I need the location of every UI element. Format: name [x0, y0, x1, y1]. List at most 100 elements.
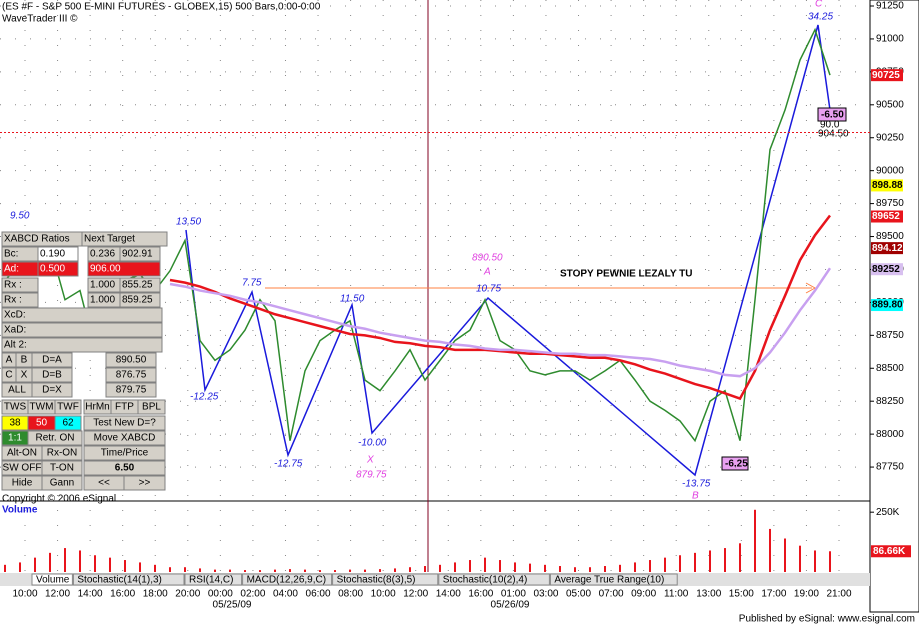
- tab-label[interactable]: Average True Range(10): [554, 575, 664, 586]
- tab[interactable]: [31, 573, 73, 586]
- panel-button[interactable]: [41, 460, 83, 476]
- tab[interactable]: [72, 573, 185, 586]
- panel-cell: [81, 231, 168, 247]
- price-box-label: 90725: [872, 70, 900, 81]
- panel-button[interactable]: [105, 382, 157, 398]
- panel-button[interactable]: [41, 475, 83, 491]
- panel-button[interactable]: [31, 367, 73, 383]
- panel-button-label[interactable]: SW OFF: [3, 463, 42, 474]
- panel-button-label[interactable]: Retr. ON: [36, 433, 75, 444]
- price-box: [871, 69, 903, 82]
- panel-button-label[interactable]: 38: [9, 418, 21, 429]
- panel-button-label[interactable]: X: [21, 370, 28, 381]
- panel-button-label[interactable]: 890.50: [116, 355, 147, 366]
- tab-label[interactable]: Stochastic(8(3),5): [337, 575, 416, 586]
- y-tick-label: 87750: [876, 462, 904, 473]
- tab[interactable]: [332, 573, 439, 586]
- y-tick-label: 88250: [876, 396, 904, 407]
- panel-button[interactable]: [31, 382, 73, 398]
- panel-button-label[interactable]: Move XABCD: [94, 433, 156, 444]
- panel-button-label[interactable]: D=B: [42, 370, 62, 381]
- tab[interactable]: [184, 573, 243, 586]
- volume-bar: [634, 562, 636, 572]
- volume-bar: [364, 569, 366, 572]
- volume-bar: [64, 548, 66, 572]
- panel-button-label[interactable]: TWM: [30, 402, 54, 413]
- panel-button-label[interactable]: HrMn: [85, 402, 109, 413]
- tab[interactable]: [242, 573, 333, 586]
- volume-bar: [484, 557, 486, 572]
- panel-button[interactable]: [83, 445, 166, 461]
- tab-label[interactable]: MACD(12,26,9,C): [247, 575, 326, 586]
- panel-button-label[interactable]: D=A: [42, 355, 62, 366]
- panel-button-label[interactable]: Time/Price: [101, 448, 149, 459]
- volume-bar: [499, 560, 501, 572]
- panel-button-label[interactable]: >>: [139, 478, 151, 489]
- panel-text: 906.00: [90, 264, 121, 275]
- panel-button-label[interactable]: 876.75: [116, 370, 147, 381]
- panel-button[interactable]: [41, 445, 83, 461]
- panel-button[interactable]: [83, 430, 166, 446]
- panel-button[interactable]: [105, 352, 157, 368]
- volume-bar: [19, 562, 21, 572]
- panel-text: Next Target: [84, 234, 135, 245]
- panel-button-label[interactable]: ALL: [8, 385, 26, 396]
- study-name: WaveTrader III ©: [2, 14, 78, 25]
- panel-button[interactable]: [83, 415, 166, 431]
- price-box-label: 894.12: [872, 243, 903, 254]
- volume-bar: [649, 560, 651, 572]
- panel-button-label[interactable]: D=X: [42, 385, 62, 396]
- panel-button[interactable]: [83, 460, 166, 476]
- tab-label[interactable]: Stochastic(14(1),3): [77, 575, 161, 586]
- panel-button-label[interactable]: Hide: [12, 478, 33, 489]
- panel-button[interactable]: [137, 399, 166, 415]
- tab-label[interactable]: RSI(14,C): [189, 575, 233, 586]
- panel-button-label[interactable]: 6.50: [115, 463, 135, 474]
- panel-button-label[interactable]: Gann: [50, 478, 74, 489]
- panel-cell: [37, 246, 79, 262]
- panel-button-label[interactable]: 50: [36, 418, 48, 429]
- x-tick-label: 03:00: [533, 589, 558, 600]
- tab-label[interactable]: Volume: [36, 575, 70, 586]
- panel-button-label[interactable]: TWF: [57, 402, 79, 413]
- panel-button[interactable]: [54, 415, 82, 431]
- volume-bar: [139, 562, 141, 572]
- panel-button-label[interactable]: T-ON: [50, 463, 74, 474]
- panel-button[interactable]: [54, 399, 82, 415]
- tab[interactable]: [438, 573, 550, 586]
- volume-bar: [664, 557, 666, 572]
- panel-button-label[interactable]: A: [6, 355, 13, 366]
- volume-bar: [694, 552, 696, 572]
- x-tick-label: 05:00: [566, 589, 591, 600]
- y-tick-label: 90250: [876, 132, 904, 143]
- panel-button-label[interactable]: BPL: [142, 402, 161, 413]
- panel-button-label[interactable]: FTP: [115, 402, 134, 413]
- panel-button-label[interactable]: TWS: [4, 402, 27, 413]
- tab-label[interactable]: Stochastic(10(2),4): [443, 575, 527, 586]
- panel-text: Alt 2:: [4, 340, 27, 351]
- panel-button[interactable]: [31, 352, 73, 368]
- low-box: [721, 456, 749, 471]
- panel-button[interactable]: [123, 475, 166, 491]
- panel-button-label[interactable]: C: [5, 370, 12, 381]
- panel-button-label[interactable]: Test New D=?: [93, 418, 156, 429]
- panel-button-label[interactable]: 62: [62, 418, 74, 429]
- panel-button-label[interactable]: 1:1: [8, 433, 22, 444]
- panel-button-label[interactable]: Alt-ON: [7, 448, 37, 459]
- panel-button-label[interactable]: Rx-ON: [47, 448, 78, 459]
- panel-button[interactable]: [27, 430, 83, 446]
- series-line: [4, 27, 831, 443]
- panel-button-label[interactable]: <<: [98, 478, 110, 489]
- point-price: 879.75: [356, 470, 387, 481]
- tab[interactable]: [549, 573, 678, 586]
- panel-button-label[interactable]: 879.75: [116, 385, 147, 396]
- panel-cell: [119, 246, 161, 262]
- series-line: [169, 214, 831, 401]
- swing-label: 7.75: [242, 278, 262, 289]
- panel-button[interactable]: [105, 367, 157, 383]
- panel-button-label[interactable]: B: [21, 355, 28, 366]
- swing-label: 13.50: [176, 217, 201, 228]
- y-tick-label: 88000: [876, 429, 904, 440]
- panel-text: XcD:: [4, 310, 26, 321]
- point-label: A: [483, 267, 491, 278]
